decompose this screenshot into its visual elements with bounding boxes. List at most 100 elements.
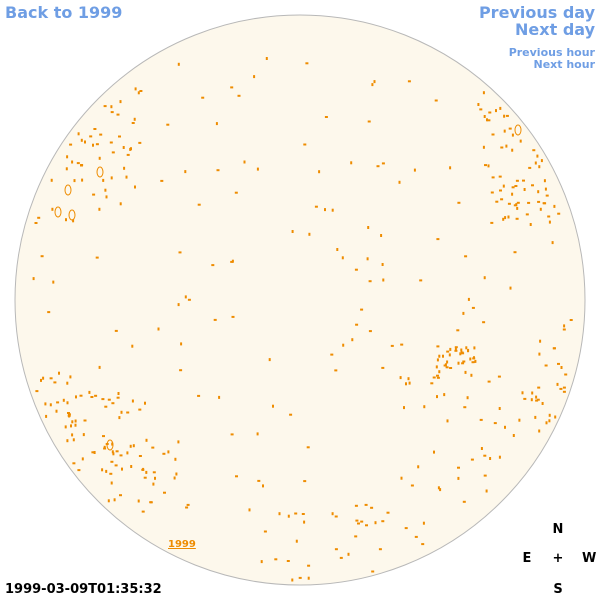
feature-mark <box>538 165 541 169</box>
feature-mark <box>234 191 238 194</box>
feature-mark <box>131 399 134 403</box>
feature-mark <box>237 94 241 97</box>
feature-mark <box>37 216 41 219</box>
feature-mark <box>117 392 120 395</box>
next-day-link[interactable]: Next day <box>515 20 595 39</box>
feature-mark <box>410 484 414 487</box>
back-to-year-link[interactable]: Back to 1999 <box>5 3 123 22</box>
feature-mark <box>111 151 115 154</box>
solar-disk <box>14 14 586 586</box>
feature-mark <box>138 141 142 144</box>
feature-mark <box>122 146 125 149</box>
previous-hour-link[interactable]: Previous hour <box>508 46 595 59</box>
feature-mark <box>493 422 497 425</box>
feature-mark <box>386 511 390 514</box>
feature-mark <box>355 323 359 326</box>
feature-mark <box>69 375 72 379</box>
feature-mark <box>166 123 170 126</box>
feature-mark <box>368 330 372 333</box>
next-hour-link[interactable]: Next hour <box>533 58 596 71</box>
feature-mark <box>448 353 451 357</box>
feature-mark <box>528 166 532 169</box>
feature-mark <box>516 201 520 204</box>
feature-mark <box>539 339 542 343</box>
magnetic-features <box>32 57 573 582</box>
feature-mark <box>433 450 435 454</box>
feature-mark <box>547 215 551 218</box>
feature-mark <box>535 395 538 399</box>
feature-mark <box>32 277 35 281</box>
feature-mark <box>65 167 68 171</box>
feature-mark <box>534 161 537 165</box>
feature-mark <box>157 327 160 331</box>
feature-mark <box>103 447 107 450</box>
feature-mark <box>477 103 480 106</box>
feature-mark <box>177 440 180 444</box>
feature-mark <box>507 215 510 219</box>
feature-mark <box>116 396 120 399</box>
feature-mark <box>130 147 132 151</box>
feature-mark <box>235 475 238 478</box>
feature-mark <box>438 354 441 358</box>
feature-mark <box>84 140 86 144</box>
feature-mark <box>511 133 514 137</box>
feature-mark <box>413 168 416 172</box>
feature-mark <box>525 213 529 216</box>
feature-mark <box>509 286 512 290</box>
feature-mark <box>442 354 444 358</box>
feature-mark <box>557 212 561 215</box>
feature-mark <box>347 552 350 556</box>
feature-mark <box>110 460 114 463</box>
feature-mark <box>564 373 568 376</box>
feature-mark <box>163 491 166 494</box>
feature-mark <box>341 256 344 260</box>
feature-mark <box>72 219 75 223</box>
feature-mark <box>373 80 376 84</box>
feature-mark <box>104 405 108 408</box>
feature-mark <box>399 376 402 380</box>
feature-mark <box>381 263 384 266</box>
feature-ring <box>64 184 72 196</box>
feature-mark <box>71 433 74 437</box>
feature-mark <box>438 370 441 374</box>
feature-mark <box>80 164 84 166</box>
feature-mark <box>513 204 517 207</box>
feature-mark <box>480 447 483 450</box>
feature-mark <box>443 393 446 397</box>
feature-mark <box>436 238 440 241</box>
feature-mark <box>380 234 383 237</box>
feature-mark <box>488 111 492 114</box>
feature-mark <box>367 226 370 229</box>
feature-mark <box>141 468 145 471</box>
feature-mark <box>462 360 466 363</box>
feature-mark <box>184 170 187 174</box>
feature-mark <box>76 162 80 165</box>
feature-mark <box>111 402 115 405</box>
feature-mark <box>545 421 548 425</box>
feature-mark <box>556 382 559 386</box>
feature-mark <box>504 216 507 220</box>
feature-mark <box>436 358 439 362</box>
feature-mark <box>256 432 259 436</box>
feature-mark <box>355 519 359 522</box>
feature-mark <box>404 527 408 530</box>
feature-mark <box>230 433 234 436</box>
feature-mark <box>119 494 122 497</box>
feature-mark <box>131 344 134 348</box>
feature-mark <box>514 185 518 187</box>
feature-mark <box>400 343 404 346</box>
feature-mark <box>457 361 460 365</box>
feature-mark <box>178 251 182 254</box>
feature-mark <box>145 438 148 442</box>
feature-mark <box>73 179 76 183</box>
feature-mark <box>132 444 135 448</box>
previous-day-link[interactable]: Previous day <box>478 3 595 22</box>
feature-mark <box>295 539 298 543</box>
feature-mark <box>457 201 461 204</box>
feature-mark <box>93 451 96 454</box>
compass-west-label: W <box>582 551 597 566</box>
feature-mark <box>303 520 306 524</box>
feature-mark <box>268 358 271 362</box>
feature-mark <box>483 276 486 280</box>
